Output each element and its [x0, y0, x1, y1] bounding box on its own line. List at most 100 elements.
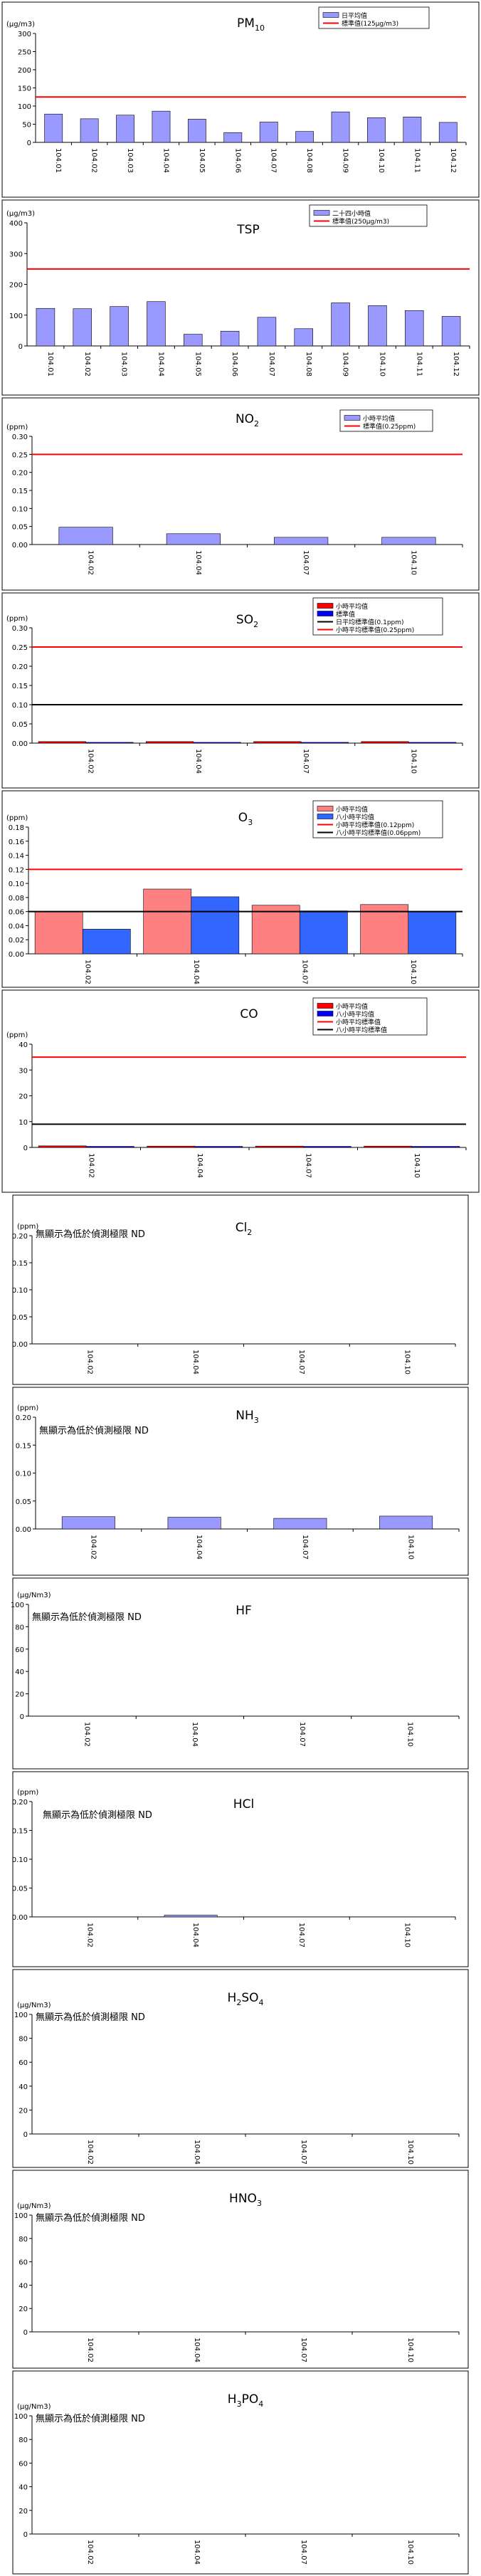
legend — [312, 597, 443, 636]
bar — [273, 1518, 327, 1530]
bar — [408, 911, 457, 955]
y-tick-label: 0.16 — [9, 838, 24, 846]
y-tick-label: 0.05 — [12, 1886, 28, 1893]
bar — [361, 741, 409, 744]
x-tick-label: 104.04 — [194, 749, 202, 774]
y-tick-label: 0 — [23, 2531, 28, 2539]
y-tick-label: 80 — [18, 2236, 28, 2244]
y-tick-label: 0.25 — [12, 644, 28, 652]
legend — [312, 800, 443, 838]
x-tick-label: 104.02 — [90, 148, 98, 173]
y-tick-label: 0.12 — [9, 866, 24, 874]
y-tick-label: 0.10 — [12, 1856, 28, 1864]
chart-frame — [1, 199, 480, 396]
detection-limit-note: 無顯示為低於偵測極限 ND — [36, 2413, 145, 2424]
y-tick-label: 0.08 — [9, 895, 24, 903]
chart-frame — [12, 1771, 469, 1967]
x-tick-label: 104.09 — [342, 148, 349, 173]
x-tick-label: 104.06 — [231, 352, 238, 377]
y-unit-label: (μg/Nm3) — [17, 2403, 51, 2411]
chart-title: H2SO4 — [228, 1991, 264, 2007]
chart-title: NO2 — [236, 412, 259, 429]
x-tick-label: 104.02 — [87, 1153, 95, 1178]
y-tick-label: 100 — [11, 1602, 24, 1609]
bar — [38, 1145, 87, 1148]
legend-label: 八小時平均標準值(0.06ppm) — [336, 829, 421, 837]
bar — [381, 537, 436, 545]
x-tick-label: 104.04 — [195, 1535, 203, 1560]
x-tick-label: 104.01 — [46, 352, 54, 377]
x-tick-label: 104.04 — [194, 550, 202, 575]
legend-label: 小時平均值 — [363, 414, 395, 423]
bar — [193, 742, 241, 744]
bar — [299, 910, 348, 955]
bar — [147, 301, 166, 347]
y-tick-label: 0.02 — [9, 937, 24, 945]
detection-limit-note: 無顯示為低於偵測極限 ND — [36, 2012, 145, 2023]
y-tick-label: 0.10 — [12, 702, 28, 710]
chart-title: PM10 — [237, 16, 265, 33]
y-tick-label: 60 — [15, 1646, 24, 1654]
bar — [253, 741, 302, 744]
y-tick-label: 0 — [23, 2131, 28, 2139]
bar — [438, 122, 458, 143]
x-tick-label: 104.10 — [406, 2338, 414, 2362]
legend-swatch — [344, 415, 361, 421]
chart-panel: SO2 (ppm) 0.00 0.05 0.10 0.15 0.20 0.25 0.30 104.… — [0, 592, 481, 789]
chart-panel: HCl (ppm) 0.00 0.05 0.10 0.15 0.20 104.02 104.04… — [0, 1771, 481, 1967]
x-tick-label: 104.03 — [126, 148, 134, 173]
chart-panel: NH3 (ppm) 0.00 0.05 0.10 0.15 0.20 104.02 104.04… — [0, 1387, 481, 1576]
y-unit-label: (μg/Nm3) — [17, 2002, 51, 2009]
x-tick-label: 104.05 — [198, 148, 206, 173]
y-tick-label: 300 — [18, 31, 31, 38]
legend-label: 二十四小時值 — [332, 209, 371, 218]
x-tick-label: 104.07 — [297, 1923, 305, 1947]
bar — [259, 122, 278, 143]
bar — [147, 1145, 196, 1148]
x-tick-label: 104.10 — [406, 2140, 414, 2165]
bar — [223, 132, 243, 143]
y-tick-label: 0.05 — [12, 1314, 28, 1322]
legend-label: 小時平均標準值 — [336, 1018, 381, 1026]
y-tick-label: 0.18 — [9, 824, 24, 832]
bar — [167, 1517, 221, 1530]
y-tick-label: 0.30 — [12, 625, 28, 633]
chart-panel: NO2 (ppm) 0.00 0.05 0.10 0.15 0.20 0.25 0.30 104.… — [0, 397, 481, 591]
x-tick-label: 104.06 — [233, 148, 241, 173]
x-tick-label: 104.04 — [193, 2338, 201, 2362]
y-tick-label: 80 — [18, 2036, 28, 2044]
x-tick-label: 104.10 — [413, 1153, 421, 1178]
x-tick-label: 104.04 — [162, 148, 169, 173]
bar — [164, 1915, 218, 1918]
y-tick-label: 100 — [14, 2012, 28, 2019]
bar — [367, 117, 386, 143]
y-tick-label: 0.25 — [12, 451, 28, 459]
x-tick-label: 104.10 — [407, 1535, 415, 1560]
y-tick-label: 40 — [15, 1668, 24, 1676]
legend-label: 八小時平均值 — [336, 813, 374, 821]
y-tick-label: 0.05 — [12, 524, 28, 532]
y-tick-label: 0.00 — [16, 1526, 31, 1534]
x-tick-label: 104.09 — [342, 352, 349, 377]
legend-label: 小時平均值 — [336, 805, 368, 814]
legend-label: 小時平均標準值(0.12ppm) — [336, 821, 414, 829]
chart-panel: H3PO4 (μg/Nm3) 0 20 40 60 80 100 104.02 104.04 104… — [0, 2370, 481, 2575]
y-tick-label: 0.15 — [16, 1442, 31, 1450]
y-tick-label: 0.30 — [12, 433, 28, 441]
x-tick-label: 104.04 — [191, 1350, 199, 1374]
y-unit-label: (μg/m3) — [6, 210, 35, 218]
legend-swatch — [317, 806, 334, 811]
bar — [408, 742, 457, 744]
x-tick-label: 104.10 — [406, 1722, 413, 1747]
y-tick-label: 400 — [9, 220, 23, 228]
y-tick-label: 100 — [9, 312, 23, 320]
chart-frame — [12, 1969, 469, 2168]
bar — [187, 119, 206, 143]
x-tick-label: 104.08 — [305, 148, 313, 173]
x-tick-label: 104.10 — [403, 1923, 411, 1947]
bar — [300, 742, 349, 744]
x-tick-label: 104.04 — [193, 2140, 201, 2165]
bar — [58, 527, 113, 545]
y-tick-label: 50 — [22, 122, 31, 130]
y-tick-label: 100 — [14, 2212, 28, 2220]
